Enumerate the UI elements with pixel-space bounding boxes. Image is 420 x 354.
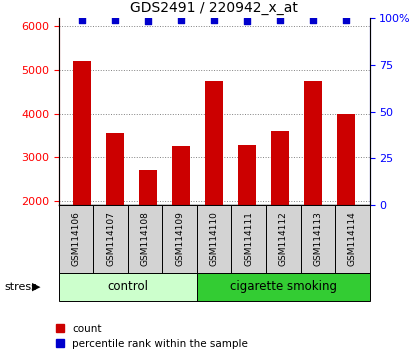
Bar (139, 170, 157, 205)
Title: GDS2491 / 220942_x_at: GDS2491 / 220942_x_at (130, 1, 298, 15)
Bar (205, 81, 223, 205)
Text: stress: stress (4, 282, 37, 292)
FancyBboxPatch shape (163, 205, 197, 273)
FancyBboxPatch shape (266, 205, 301, 273)
FancyBboxPatch shape (93, 205, 128, 273)
Text: cigarette smoking: cigarette smoking (230, 280, 337, 293)
FancyBboxPatch shape (335, 205, 370, 273)
Text: GSM114107: GSM114107 (106, 211, 115, 267)
Point (112, 17, 118, 22)
Legend: count, percentile rank within the sample: count, percentile rank within the sample (55, 324, 248, 349)
FancyBboxPatch shape (128, 205, 163, 273)
Point (79, 17, 85, 22)
Point (244, 19, 251, 24)
Bar (172, 145, 190, 205)
Text: GSM114109: GSM114109 (175, 211, 184, 267)
Bar (73, 61, 91, 205)
Text: GSM114114: GSM114114 (348, 212, 357, 266)
FancyBboxPatch shape (197, 273, 370, 301)
FancyBboxPatch shape (197, 205, 231, 273)
Point (178, 17, 184, 22)
FancyBboxPatch shape (301, 205, 335, 273)
Point (310, 17, 317, 22)
Point (211, 17, 218, 22)
Point (343, 17, 350, 22)
Bar (106, 133, 124, 205)
FancyBboxPatch shape (231, 205, 266, 273)
Bar (337, 114, 355, 205)
Text: GSM114108: GSM114108 (141, 211, 150, 267)
Text: GSM114113: GSM114113 (313, 211, 322, 267)
Bar (271, 131, 289, 205)
Text: GSM114112: GSM114112 (279, 212, 288, 266)
Text: GSM114111: GSM114111 (244, 211, 253, 267)
Point (145, 19, 152, 24)
Text: GSM114106: GSM114106 (71, 211, 81, 267)
Text: GSM114110: GSM114110 (210, 211, 219, 267)
Bar (238, 145, 256, 205)
Text: ▶: ▶ (32, 282, 40, 292)
FancyBboxPatch shape (59, 205, 93, 273)
Text: control: control (108, 280, 148, 293)
Point (277, 17, 284, 22)
FancyBboxPatch shape (59, 273, 197, 301)
Bar (304, 81, 323, 205)
